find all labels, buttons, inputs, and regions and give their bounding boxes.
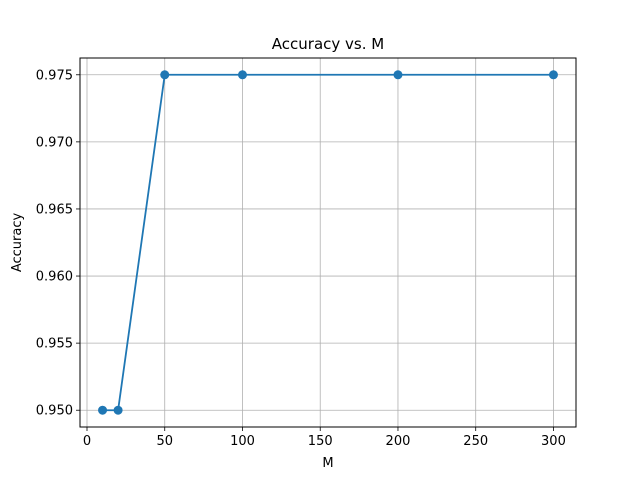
x-tick-label: 200: [386, 434, 411, 449]
x-tick-label: 100: [230, 434, 255, 449]
y-tick-label: 0.965: [36, 202, 73, 217]
data-point: [548, 70, 558, 80]
grid-layer: [80, 58, 576, 427]
data-point: [237, 70, 247, 80]
y-tick-label: 0.955: [36, 337, 73, 352]
x-tick-label: 50: [156, 434, 173, 449]
data-point: [98, 405, 108, 415]
series-line-0: [102, 73, 554, 412]
data-point: [113, 405, 123, 415]
tick-layer: 0 50 100 150 200 250 300 0.950 0.955 0.960 0.965 0.…: [36, 68, 566, 449]
x-tick-label: 0: [83, 434, 91, 449]
chart-title: Accuracy vs. M: [272, 35, 384, 53]
x-axis-label: M: [322, 456, 333, 471]
x-tick-label: 300: [541, 434, 566, 449]
x-tick-label: 150: [308, 434, 333, 449]
x-tick-label: 250: [463, 434, 488, 449]
y-axis-label: Accuracy: [10, 213, 25, 273]
data-point: [393, 70, 403, 80]
y-tick-label: 0.960: [36, 270, 73, 285]
y-tick-label: 0.975: [36, 68, 73, 83]
y-tick-label: 0.970: [36, 135, 73, 150]
y-tick-label: 0.950: [36, 404, 73, 419]
plot-frame: [79, 57, 577, 428]
series-layer: [98, 70, 558, 415]
data-point: [160, 70, 170, 80]
